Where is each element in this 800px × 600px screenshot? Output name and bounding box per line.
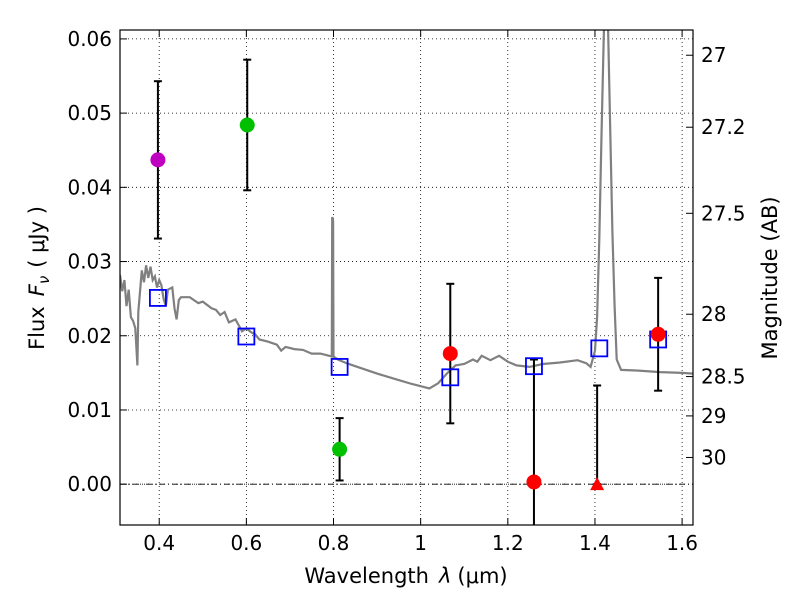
y2-tick-label: 27.2 (701, 115, 746, 139)
observed-flux-point (239, 117, 255, 133)
y-axis-label: Flux Fν ( μJy ) (25, 206, 53, 350)
axis-ticks: 0.4 0.6 0.8 1 1.2 1.4 1.6 0.00 0.01 0.02 0.03 0.04 0… (67, 27, 745, 555)
plot-frame (119, 29, 694, 526)
x-tick-label: 1.4 (579, 531, 611, 555)
model-photometry-square (330, 358, 349, 376)
model-photometry-square (441, 368, 460, 387)
x-tick-label: 1 (414, 531, 427, 555)
y2-tick-label: 28 (701, 302, 726, 326)
y-tick-label: 0.03 (67, 250, 112, 274)
x-axis-label-unit: (μm) (457, 564, 507, 588)
x-tick-label: 0.6 (230, 531, 262, 555)
y-axis-label-text: Flux (25, 306, 49, 350)
upper-limit-triangle (590, 477, 605, 491)
y-tick-label: 0.02 (67, 324, 112, 348)
model-photometry-points (149, 289, 668, 387)
x-axis-label: Wavelength λ (μm) (304, 564, 507, 588)
x-tick-label: 0.4 (143, 531, 175, 555)
model-photometry-square (525, 357, 543, 376)
y-axis-label-unit: ( μJy ) (25, 206, 49, 268)
plot-area (120, 30, 693, 525)
model-photometry-square (590, 339, 609, 358)
y2-tick-label: 27 (701, 43, 726, 67)
y2-tick-label: 27.5 (701, 201, 746, 225)
observed-flux-point (150, 152, 166, 168)
y-axis-label-symbol-sub: ν (35, 276, 53, 284)
y-tick-label: 0.04 (67, 175, 112, 199)
x-axis-label-symbol: λ (438, 564, 451, 588)
y-tick-label: 0.00 (67, 472, 112, 496)
upper-limit-points (590, 477, 605, 491)
y2-tick-label: 28.5 (701, 365, 746, 389)
y-tick-label: 0.05 (67, 101, 112, 125)
y2-tick-label: 29 (701, 404, 726, 428)
model-photometry-square (149, 289, 167, 307)
x-tick-label: 1.2 (492, 531, 524, 555)
y-tick-label: 0.06 (67, 27, 112, 51)
y-tick-label: 0.01 (67, 398, 112, 422)
model-photometry-square (237, 327, 256, 346)
observed-flux-point (650, 326, 666, 342)
x-tick-label: 1.6 (666, 531, 698, 555)
x-tick-label: 0.8 (318, 531, 350, 555)
model-spectrum-line (120, 30, 693, 390)
y2-tick-label: 30 (701, 445, 726, 469)
observed-flux-point (526, 474, 542, 490)
observed-points (150, 117, 666, 490)
y2-axis-label: Magnitude (AB) (758, 196, 782, 359)
observed-flux-point (442, 346, 458, 362)
x-axis-label-text: Wavelength (304, 564, 429, 588)
error-bars (153, 58, 663, 525)
grid (120, 30, 693, 525)
y-axis-label-symbol: F (25, 283, 49, 296)
observed-flux-point (332, 441, 348, 457)
